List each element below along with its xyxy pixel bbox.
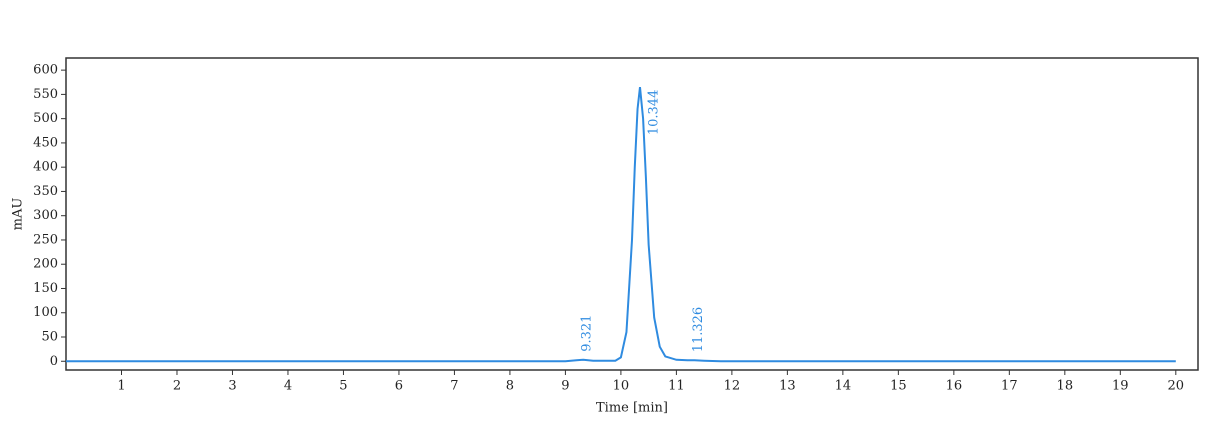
y-tick-label: 200 [33, 257, 58, 272]
peak-label: 10.344 [646, 90, 661, 136]
x-tick-label: 16 [946, 379, 963, 394]
plot-frame [65, 57, 1199, 371]
x-tick-label: 19 [1112, 379, 1129, 394]
y-tick-label: 500 [33, 111, 58, 126]
x-tick-label: 12 [724, 379, 741, 394]
x-tick-label: 7 [450, 379, 458, 394]
x-tick-label: 2 [173, 379, 181, 394]
x-tick-label: 8 [506, 379, 514, 394]
x-tick-label: 1 [117, 379, 125, 394]
x-tick-label: 14 [835, 379, 852, 394]
x-tick-label: 4 [284, 379, 292, 394]
y-tick-label: 450 [33, 135, 58, 150]
x-tick-label: 11 [668, 379, 685, 394]
x-tick-label: 10 [613, 379, 630, 394]
y-tick-label: 300 [33, 208, 58, 223]
x-tick-label: 17 [1001, 379, 1018, 394]
y-tick-label: 550 [33, 87, 58, 102]
peak-label: 11.326 [691, 307, 706, 353]
y-tick-label: 600 [33, 63, 58, 78]
y-tick-label: 150 [33, 281, 58, 296]
y-tick-label: 50 [41, 330, 58, 345]
x-tick-label: 3 [228, 379, 236, 394]
x-tick-label: 5 [339, 379, 347, 394]
trace [66, 86, 1176, 363]
y-tick-label: 350 [33, 184, 58, 199]
x-tick-label: 15 [890, 379, 907, 394]
x-tick-label: 20 [1168, 379, 1185, 394]
y-tick-label: 400 [33, 160, 58, 175]
y-axis-label: mAU [11, 198, 26, 231]
x-tick-label: 13 [779, 379, 796, 394]
y-tick-label: 250 [33, 232, 58, 247]
x-tick-label: 6 [395, 379, 403, 394]
x-tick-label: 18 [1057, 379, 1074, 394]
peak-label: 9.321 [580, 315, 595, 352]
y-tick-label: 100 [33, 305, 58, 320]
x-tick-label: 9 [561, 379, 569, 394]
x-axis-label: Time [min] [596, 401, 668, 416]
y-tick-label: 0 [50, 354, 58, 369]
